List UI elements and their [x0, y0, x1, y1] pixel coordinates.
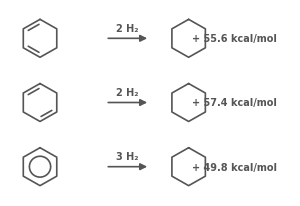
Text: + 57.4 kcal/mol: + 57.4 kcal/mol [192, 98, 277, 108]
Text: 2 H₂: 2 H₂ [116, 88, 139, 98]
Text: + 49.8 kcal/mol: + 49.8 kcal/mol [192, 162, 277, 172]
Text: + 55.6 kcal/mol: + 55.6 kcal/mol [192, 34, 277, 44]
Text: 2 H₂: 2 H₂ [116, 24, 139, 34]
Text: 3 H₂: 3 H₂ [116, 152, 139, 162]
